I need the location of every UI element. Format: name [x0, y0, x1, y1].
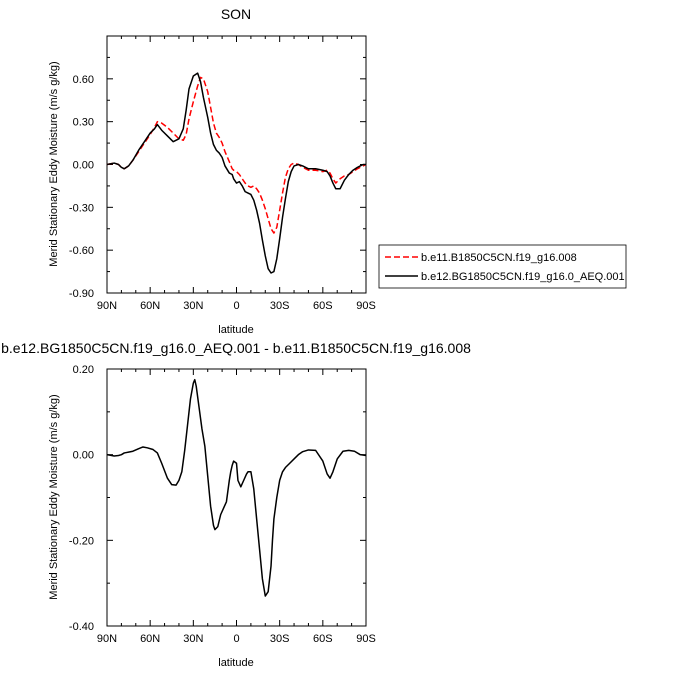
- bottom-plot-frame: [106, 368, 367, 627]
- y-tick-label: -0.30: [69, 202, 94, 214]
- y-tick-label: -0.20: [69, 535, 94, 547]
- x-tick-label: 90S: [356, 300, 376, 312]
- series-line-2: [106, 72, 366, 274]
- y-tick-label: -0.40: [69, 621, 94, 633]
- x-tick-label: 90N: [97, 633, 117, 645]
- y-tick-label: 0.00: [73, 160, 94, 172]
- x-tick-label: 60N: [140, 300, 160, 312]
- x-tick-label: 0: [233, 300, 239, 312]
- bottom-series-lines: [106, 378, 367, 597]
- x-tick-label: 30S: [270, 300, 290, 312]
- x-tick-label: 90S: [356, 633, 376, 645]
- series-line-1: [106, 76, 367, 234]
- top-series-lines: [106, 72, 367, 274]
- y-tick-label: -0.60: [69, 245, 94, 257]
- legend-label-series-1: b.e11.B1850C5CN.f19_g16.008: [421, 252, 577, 264]
- bottom-y-ticks: 0.20 0.00 -0.20 -0.40: [69, 364, 366, 633]
- bottom-panel: b.e12.BG1850C5CN.f19_g16.0_AEQ.001 - b.e…: [1, 340, 471, 669]
- y-tick-label: 0.00: [73, 450, 94, 462]
- y-tick-label: 0.60: [73, 74, 94, 86]
- x-tick-label: 30N: [183, 300, 203, 312]
- x-tick-label: 0: [233, 633, 239, 645]
- x-tick-label: 60S: [313, 300, 333, 312]
- top-panel-title: SON: [221, 6, 251, 22]
- top-plot-frame: [106, 35, 367, 294]
- legend-label-series-2: b.e12.BG1850C5CN.f19_g16.0_AEQ.001: [421, 271, 625, 283]
- x-tick-label: 60N: [140, 633, 160, 645]
- x-tick-label: 90N: [97, 300, 117, 312]
- bottom-y-axis-label: Merid Stationary Eddy Moisture (m/s g/kg…: [48, 394, 60, 599]
- y-tick-label: -0.90: [69, 288, 94, 300]
- y-tick-label: 0.20: [73, 364, 94, 376]
- x-tick-label: 60S: [313, 633, 333, 645]
- bottom-x-axis-label: latitude: [218, 657, 253, 669]
- top-x-ticks: 90N 60N 30N 0 30S 60S 90S: [97, 36, 376, 312]
- series-line-1: [106, 378, 367, 597]
- bottom-x-ticks: 90N 60N 30N 0 30S 60S 90S: [97, 369, 376, 645]
- top-y-ticks: 0.60 0.30 0.00 -0.30 -0.60 -0.90: [69, 35, 366, 300]
- legend-box: [378, 244, 627, 289]
- x-tick-label: 30N: [183, 633, 203, 645]
- bottom-panel-title: b.e12.BG1850C5CN.f19_g16.0_AEQ.001 - b.e…: [1, 340, 471, 356]
- legend: b.e11.B1850C5CN.f19_g16.008 b.e12.BG1850…: [378, 244, 627, 289]
- top-y-axis-label: Merid Stationary Eddy Moisture (m/s g/kg…: [48, 61, 60, 266]
- top-x-axis-label: latitude: [218, 324, 253, 336]
- top-panel: SON 90N 60N 30N 0 30S 60S 90S 0.60 0.30 0.00 -0.3…: [48, 6, 376, 336]
- x-tick-label: 30S: [270, 633, 290, 645]
- y-tick-label: 0.30: [73, 117, 94, 129]
